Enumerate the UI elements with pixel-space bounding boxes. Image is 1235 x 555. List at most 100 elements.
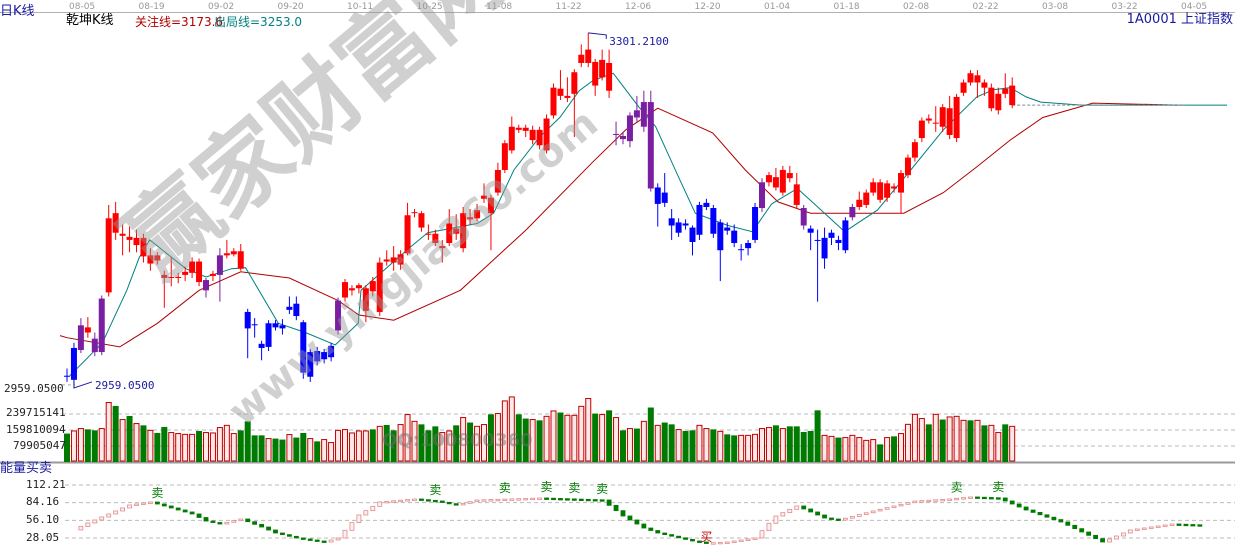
- volume-bar: [508, 396, 515, 462]
- candle-body: [369, 281, 376, 292]
- candle-body: [404, 215, 411, 254]
- candle: [536, 126, 543, 150]
- candle: [501, 140, 508, 174]
- energy-bar: [384, 501, 390, 504]
- candle-body: [599, 59, 606, 78]
- volume-bar: [77, 428, 84, 462]
- volume-bar: [640, 420, 647, 462]
- candle-body: [779, 169, 786, 193]
- volume-bar: [793, 426, 800, 462]
- candle: [988, 83, 995, 112]
- candle-body: [953, 96, 960, 139]
- candle-body: [800, 208, 807, 226]
- candle: [64, 368, 70, 382]
- sell-signal: 卖: [992, 480, 1004, 494]
- candle-body: [446, 223, 453, 244]
- energy-bar: [92, 519, 98, 524]
- candle-body: [154, 255, 161, 261]
- energy-bar: [398, 499, 404, 503]
- energy-bar: [120, 507, 125, 512]
- candle-body: [884, 183, 891, 198]
- energy-bar: [898, 503, 904, 507]
- candle-body: [439, 246, 446, 249]
- energy-bar: [1079, 528, 1085, 533]
- energy-bar: [467, 501, 473, 504]
- candle: [390, 246, 397, 271]
- energy-bar: [342, 529, 348, 539]
- volume-bar: [404, 414, 411, 462]
- candle: [265, 320, 272, 352]
- candle: [946, 95, 953, 140]
- volume-bar: [877, 444, 884, 462]
- candle-body: [988, 87, 995, 109]
- focus-line-value: 关注线=3173.6: [135, 15, 224, 29]
- energy-bar: [106, 513, 112, 518]
- candle: [995, 87, 1002, 115]
- candle-body: [960, 82, 967, 93]
- candle-body: [348, 288, 355, 291]
- volume-bar: [126, 415, 133, 462]
- candle: [369, 276, 376, 297]
- volume-bar: [772, 425, 779, 462]
- candle: [522, 124, 529, 138]
- energy-bar: [147, 501, 153, 504]
- energy-bar: [773, 515, 779, 524]
- candle-body: [564, 95, 571, 98]
- candle: [640, 90, 647, 132]
- volume-bar: [682, 430, 689, 462]
- max-marker-line: [588, 32, 607, 39]
- volume-bar: [272, 438, 279, 462]
- energy-bar: [127, 504, 132, 509]
- energy-bar: [1016, 503, 1022, 508]
- candle: [467, 209, 474, 225]
- candle: [481, 183, 487, 203]
- candle-body: [216, 255, 223, 275]
- volume-bar: [863, 439, 870, 462]
- energy-bar: [738, 539, 744, 542]
- candle-body: [967, 73, 974, 83]
- energy-bar: [78, 526, 84, 531]
- candle: [279, 319, 286, 335]
- energy-bar: [356, 514, 362, 524]
- candle: [710, 204, 717, 238]
- candle: [272, 320, 279, 331]
- sell-signal: 卖: [499, 481, 511, 495]
- candle-body: [64, 375, 70, 377]
- energy-bar: [877, 508, 883, 512]
- candle: [321, 348, 328, 364]
- energy-bar: [217, 522, 223, 525]
- energy-bar: [551, 497, 556, 501]
- candle: [738, 244, 745, 261]
- candle-body: [765, 175, 772, 183]
- volume-bar: [939, 419, 946, 462]
- energy-bar: [926, 499, 932, 503]
- candle-body: [891, 186, 898, 189]
- energy-bar: [405, 499, 410, 502]
- volume-bar: [585, 398, 592, 462]
- security-name[interactable]: 1A0001 上证指数: [1126, 12, 1233, 27]
- indicator-name: 乾坤K线: [66, 13, 114, 28]
- candle: [397, 250, 404, 270]
- volume-bar: [835, 437, 842, 462]
- energy-bar: [1072, 524, 1078, 530]
- energy-bar: [391, 500, 397, 503]
- volume-bar: [932, 413, 939, 462]
- energy-bar: [293, 535, 299, 539]
- energy-bar: [759, 530, 765, 539]
- volume-bar: [995, 432, 1002, 462]
- energy-bar: [1065, 521, 1071, 526]
- date-tick-label: 11-08: [486, 2, 512, 12]
- candle: [119, 224, 126, 256]
- candle: [300, 320, 307, 379]
- volume-bar: [286, 434, 293, 462]
- energy-bar: [578, 498, 584, 502]
- candle-body: [633, 110, 640, 118]
- candle-body: [321, 352, 328, 360]
- candle-body: [550, 87, 557, 116]
- period-label[interactable]: 日K线: [0, 4, 35, 19]
- volume-bar: [703, 428, 710, 462]
- volume-bar: [251, 435, 258, 462]
- candle-body: [626, 115, 633, 142]
- volume-bar: [724, 434, 731, 462]
